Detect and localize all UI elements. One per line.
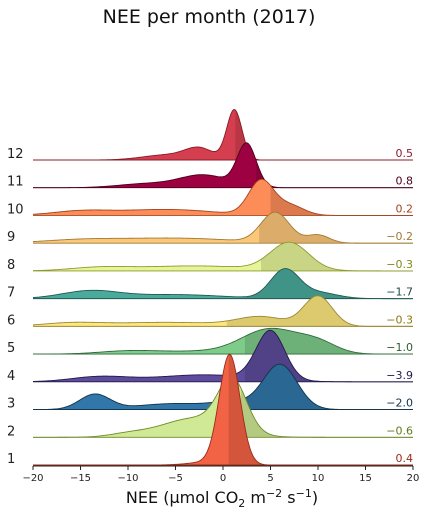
ridge-month-1: 1 0.4: [7, 353, 414, 467]
ridge-month-11: 11 0.8: [7, 142, 414, 190]
month-label-7: 7: [7, 286, 15, 301]
mean-label-5: −1.0: [386, 341, 413, 354]
month-label-3: 3: [7, 397, 15, 412]
ridge-upper-shade: [259, 212, 413, 244]
x-tick-label: 20: [407, 473, 420, 484]
mean-label-1: 0.4: [396, 452, 414, 465]
x-tick-label: −15: [70, 473, 91, 484]
ridge-fill: [33, 109, 413, 160]
mean-label-2: −0.6: [386, 424, 413, 437]
ridge-outline: [32, 211, 413, 244]
mean-label-11: 0.8: [396, 175, 414, 188]
ridge-fill: [33, 212, 413, 244]
x-tick-label: 10: [312, 473, 325, 484]
ridge-month-9: 9 −0.2: [7, 211, 413, 245]
ridge-month-10: 10 0.2: [7, 178, 414, 217]
month-label-8: 8: [7, 258, 15, 273]
month-label-11: 11: [7, 175, 24, 190]
ridge-fill: [33, 328, 413, 355]
chart-title: NEE per month (2017): [103, 6, 316, 28]
ridge-month-2: 2 −0.6: [7, 376, 413, 439]
x-tick-label: 0: [220, 473, 226, 484]
mean-label-4: −3.9: [386, 369, 413, 382]
mean-label-7: −1.7: [386, 286, 413, 299]
mean-label-9: −0.2: [386, 230, 413, 243]
mean-label-6: −0.3: [386, 313, 413, 326]
ridge-upper-shade: [235, 109, 413, 160]
ridge-month-3: 3 −2.0: [7, 363, 413, 412]
month-label-2: 2: [7, 424, 15, 439]
x-axis-label: NEE (µmol CO2 m−2 s−1): [126, 487, 318, 510]
ridge-fill: [33, 242, 413, 271]
ridge-fill: [33, 295, 413, 327]
ridge-outline: [32, 268, 413, 300]
mean-label-3: −2.0: [386, 397, 413, 410]
ridge-month-12: 12 0.5: [7, 108, 414, 162]
month-label-6: 6: [7, 313, 15, 328]
month-label-9: 9: [7, 230, 15, 245]
ridge-month-4: 4 −3.9: [7, 329, 413, 384]
ridge-fill: [33, 268, 413, 299]
ridges-group: 12 0.511 0.810 0.29 −0.28 −0.37 −1.76 −0.35 −1.0…: [7, 108, 414, 467]
month-label-5: 5: [7, 341, 15, 356]
mean-label-10: 0.2: [396, 202, 414, 215]
x-tick-label: −20: [22, 473, 43, 484]
month-label-12: 12: [7, 147, 24, 162]
x-tick-label: 5: [267, 473, 273, 484]
ridge-outline: [33, 327, 413, 355]
month-label-10: 10: [7, 202, 24, 217]
ridge-upper-shade: [256, 142, 413, 188]
ridge-fill: [33, 179, 413, 216]
mean-label-12: 0.5: [396, 147, 414, 160]
ridge-outline: [32, 241, 413, 272]
month-label-4: 4: [7, 369, 15, 384]
x-tick-label: −10: [117, 473, 138, 484]
mean-label-8: −0.3: [386, 258, 413, 271]
x-tick-label: −5: [168, 473, 183, 484]
ridge-month-5: 5 −1.0: [7, 327, 413, 356]
month-label-1: 1: [7, 452, 15, 467]
x-tick-label: 15: [359, 473, 372, 484]
ridge-fill: [33, 354, 413, 465]
ridge-outline: [32, 295, 413, 327]
ridge-upper-shade: [270, 179, 413, 216]
ridge-fill: [33, 142, 413, 188]
x-ticks-group: −20 −15 −10 −5 0 5 10 15 20: [22, 466, 419, 484]
ridge-month-6: 6 −0.3: [7, 295, 413, 328]
